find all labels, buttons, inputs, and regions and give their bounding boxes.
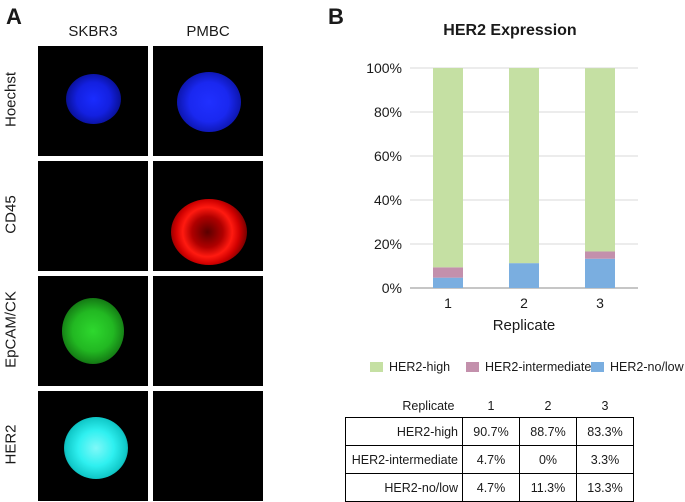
panel-a-label: A xyxy=(6,4,22,29)
image-skbr3-her2 xyxy=(38,391,148,501)
table-row: HER2-high 90.7% 88.7% 83.3% xyxy=(345,417,634,446)
row-label-cd45: CD45 xyxy=(2,195,20,234)
legend-swatch-her2-no-low xyxy=(591,362,604,372)
legend-label-her2-high: HER2-high xyxy=(389,360,451,374)
table-row-label: HER2-intermediate xyxy=(345,445,463,474)
legend-item-her2-no-low: HER2-no/low xyxy=(591,360,684,374)
y-tick-label: 0% xyxy=(382,280,402,296)
y-tick-label: 40% xyxy=(374,192,402,208)
chart-title: HER2 Expression xyxy=(443,22,577,39)
table-header-1: 1 xyxy=(487,399,495,413)
table-cell: 88.7% xyxy=(519,417,577,446)
results-table: Replicate 1 2 3 HER2-high 90.7% 88.7% 83… xyxy=(345,397,634,502)
table-cell: 3.3% xyxy=(576,445,634,474)
bar-segment xyxy=(585,251,615,259)
row-label-hoechst: Hoechst xyxy=(2,71,20,128)
table-row-label: HER2-no/low xyxy=(345,473,463,502)
bar-segment xyxy=(433,267,463,278)
x-tick-label: 2 xyxy=(520,295,528,311)
y-tick-label: 20% xyxy=(374,236,402,252)
image-pmbc-cd45 xyxy=(153,161,263,271)
panel-b-label: B xyxy=(328,4,344,29)
y-tick-label: 100% xyxy=(366,60,402,76)
table-cell: 13.3% xyxy=(576,473,634,502)
bar-segment xyxy=(585,258,615,288)
y-tick-label: 60% xyxy=(374,148,402,164)
bar-segment xyxy=(433,68,463,268)
table-cell: 4.7% xyxy=(462,473,520,502)
image-pmbc-her2 xyxy=(153,391,263,501)
table-header-replicate: Replicate xyxy=(402,399,455,413)
table-header-row: Replicate 1 2 3 xyxy=(346,397,634,418)
table-row: HER2-intermediate 4.7% 0% 3.3% xyxy=(345,445,634,474)
row-label-epcam-ck: EpCAM/CK xyxy=(2,291,20,368)
legend-item-her2-intermediate: HER2-intermediate xyxy=(466,360,591,374)
x-tick-label: 1 xyxy=(444,295,452,311)
image-pmbc-epcam-ck xyxy=(153,276,263,386)
table-cell: 4.7% xyxy=(462,445,520,474)
table-cell: 90.7% xyxy=(462,417,520,446)
y-tick-label: 80% xyxy=(374,104,402,120)
table-cell: 83.3% xyxy=(576,417,634,446)
bar-segment xyxy=(433,277,463,288)
legend-swatch-her2-high xyxy=(370,362,383,372)
x-axis-label: Replicate xyxy=(493,317,556,334)
image-skbr3-epcam-ck xyxy=(38,276,148,386)
table-row: HER2-no/low 4.7% 11.3% 13.3% xyxy=(345,473,634,502)
row-label-her2: HER2 xyxy=(2,424,20,465)
table-cell: 0% xyxy=(519,445,577,474)
column-label-skbr3: SKBR3 xyxy=(68,23,118,40)
legend-label-her2-no-low: HER2-no/low xyxy=(610,360,684,374)
legend-item-her2-high: HER2-high xyxy=(370,360,450,374)
x-tick-label: 3 xyxy=(596,295,604,311)
legend-swatch-her2-intermediate xyxy=(466,362,479,372)
stacked-bar-chart: 0% 20% 40% 60% 80% 100% 1 2 3 Replicate xyxy=(366,60,638,334)
image-skbr3-cd45 xyxy=(38,161,148,271)
bar-segment xyxy=(509,263,539,288)
legend-label-her2-intermediate: HER2-intermediate xyxy=(485,360,592,374)
table-header-2: 2 xyxy=(544,399,552,413)
table-header-3: 3 xyxy=(601,399,609,413)
bar-segment xyxy=(509,68,539,264)
image-pmbc-hoechst xyxy=(153,46,263,156)
image-skbr3-hoechst xyxy=(38,46,148,156)
table-cell: 11.3% xyxy=(519,473,577,502)
column-label-pmbc: PMBC xyxy=(186,23,230,40)
bar-segment xyxy=(585,68,615,252)
table-row-label: HER2-high xyxy=(345,417,463,446)
